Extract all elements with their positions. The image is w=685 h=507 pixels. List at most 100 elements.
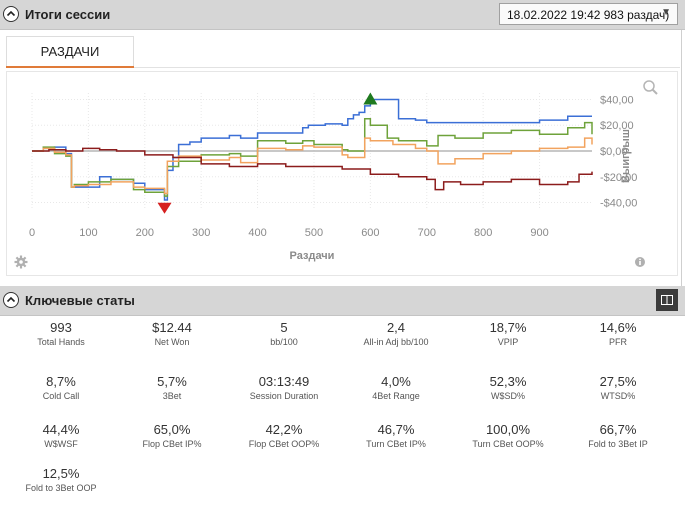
collapse-session-button[interactable]	[3, 6, 19, 22]
info-icon[interactable]	[635, 257, 645, 267]
stat-item: 5 bb/100	[229, 320, 339, 348]
x-tick-label: 400	[248, 227, 266, 239]
stat-label: Flop CBet IP%	[142, 439, 202, 449]
stat-value: 100,0%	[485, 422, 531, 437]
stat-label: W$SD%	[490, 391, 525, 401]
stat-label: 3Bet	[162, 391, 182, 401]
series-line-0	[32, 98, 592, 201]
stat-item: 46,7% Turn CBet IP%	[341, 422, 451, 450]
x-tick-label: 300	[192, 227, 210, 239]
stat-item: 66,7% Fold to 3Bet IP	[563, 422, 673, 450]
stat-value: 14,6%	[599, 320, 637, 335]
stat-value: 993	[50, 320, 72, 335]
stat-item: 18,7% VPIP	[453, 320, 563, 348]
stat-label: WTSD%	[600, 391, 636, 401]
session-select-value: 18.02.2022 19:42 983 раздач)	[507, 8, 670, 22]
stat-label: Total Hands	[37, 337, 85, 347]
stat-value: 5,7%	[157, 374, 187, 389]
magnifier-icon[interactable]	[643, 80, 658, 95]
min-marker	[157, 202, 172, 214]
y-tick-label: $40,00	[600, 94, 634, 106]
stat-item: 42,2% Flop CBet OOP%	[229, 422, 339, 450]
chevron-down-icon: ▼	[661, 7, 671, 18]
key-stats-header: Ключевые статы	[0, 286, 685, 316]
stat-label: Fold to 3Bet OOP	[25, 483, 97, 493]
stat-label: Session Duration	[249, 391, 319, 401]
stat-label: Cold Call	[42, 391, 80, 401]
stat-item: 44,4% W$WSF	[6, 422, 116, 450]
stat-item: 12,5% Fold to 3Bet OOP	[6, 466, 116, 494]
stat-label: Fold to 3Bet IP	[588, 439, 648, 449]
stat-item: $12.44 Net Won	[117, 320, 227, 348]
stat-item: 14,6% PFR	[563, 320, 673, 348]
stat-item: 52,3% W$SD%	[453, 374, 563, 402]
stat-value: 66,7%	[599, 422, 637, 437]
series-line-3	[32, 147, 593, 191]
stat-value: 42,2%	[265, 422, 303, 437]
series-line-1	[32, 118, 593, 197]
x-tick-label: 100	[79, 227, 97, 239]
stat-item: 27,5% WTSD%	[563, 374, 673, 402]
stat-label: 4Bet Range	[372, 391, 420, 401]
chevron-up-icon	[6, 10, 16, 17]
y-tick-label: -$40,00	[600, 198, 637, 210]
stat-value: 27,5%	[599, 374, 637, 389]
x-tick-label: 700	[418, 227, 436, 239]
gear-icon[interactable]	[14, 255, 28, 269]
key-stats-title: Ключевые статы	[25, 293, 135, 308]
collapse-stats-button[interactable]	[3, 292, 19, 308]
x-axis-label: Раздачи	[290, 250, 335, 262]
stat-value: 12,5%	[42, 466, 80, 481]
stat-item: 993 Total Hands	[6, 320, 116, 348]
tab-hands[interactable]: РАЗДАЧИ	[6, 36, 134, 67]
chevron-up-icon	[6, 296, 16, 303]
stat-item: 65,0% Flop CBet IP%	[117, 422, 227, 450]
stat-value: 5	[280, 320, 288, 335]
session-summary-title: Итоги сессии	[25, 7, 111, 22]
stat-label: W$WSF	[44, 439, 78, 449]
stat-value: 65,0%	[153, 422, 191, 437]
tab-hands-label: РАЗДАЧИ	[40, 44, 100, 59]
stat-label: All-in Adj bb/100	[363, 337, 429, 347]
stat-value: 4,0%	[381, 374, 411, 389]
x-tick-label: 0	[29, 227, 35, 239]
stat-value: 18,7%	[489, 320, 527, 335]
series-line-2	[32, 137, 593, 195]
stat-item: 5,7% 3Bet	[117, 374, 227, 402]
stat-item: 03:13:49 Session Duration	[229, 374, 339, 402]
stat-label: VPIP	[497, 337, 519, 347]
panel-border	[681, 30, 682, 286]
x-tick-label: 800	[474, 227, 492, 239]
y-axis-label: Выигрыш	[620, 129, 632, 183]
winnings-chart: 0 100 200 300 400 500 600 700 800 900 $40,00 $20,0…	[14, 80, 658, 269]
tab-divider	[134, 67, 680, 68]
stat-value: $12.44	[152, 320, 192, 335]
stat-value: 52,3%	[489, 374, 527, 389]
stat-value: 46,7%	[377, 422, 415, 437]
session-select[interactable]: 18.02.2022 19:42 983 раздач) ▼	[499, 3, 678, 25]
columns-icon[interactable]	[656, 289, 678, 311]
winnings-chart-container: 0 100 200 300 400 500 600 700 800 900 $40,00 $20,0…	[6, 71, 678, 276]
stat-label: bb/100	[270, 337, 298, 347]
stat-label: Turn CBet OOP%	[472, 439, 544, 449]
x-tick-label: 200	[136, 227, 154, 239]
stat-item: 2,4 All-in Adj bb/100	[341, 320, 451, 348]
stat-item: 8,7% Cold Call	[6, 374, 116, 402]
stat-label: PFR	[609, 337, 627, 347]
x-tick-label: 600	[361, 227, 379, 239]
stat-value: 44,4%	[42, 422, 80, 437]
max-marker	[363, 92, 378, 105]
stat-item: 4,0% 4Bet Range	[341, 374, 451, 402]
x-tick-label: 900	[530, 227, 548, 239]
stat-label: Flop CBet OOP%	[248, 439, 320, 449]
y-tick-label: $20,00	[600, 120, 634, 132]
tab-active-indicator	[6, 66, 134, 68]
x-tick-label: 500	[305, 227, 323, 239]
stat-value: 8,7%	[46, 374, 76, 389]
stat-label: Turn CBet IP%	[366, 439, 426, 449]
stat-item: 100,0% Turn CBet OOP%	[453, 422, 563, 450]
stat-label: Net Won	[154, 337, 190, 347]
session-summary-header: Итоги сессии 18.02.2022 19:42 983 раздач…	[0, 0, 685, 30]
stat-value: 2,4	[386, 320, 406, 335]
stat-value: 03:13:49	[258, 374, 310, 389]
